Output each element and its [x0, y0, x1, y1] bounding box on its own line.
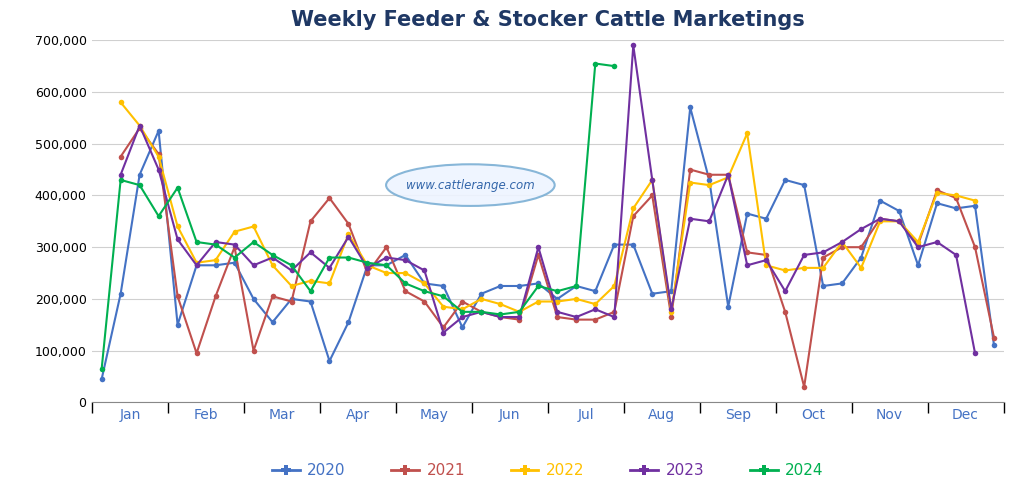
Ellipse shape [386, 164, 555, 206]
Title: Weekly Feeder & Stocker Cattle Marketings: Weekly Feeder & Stocker Cattle Marketing… [291, 11, 805, 30]
Text: www.cattlerange.com: www.cattlerange.com [406, 179, 535, 192]
Legend: 2020, 2021, 2022, 2023, 2024: 2020, 2021, 2022, 2023, 2024 [266, 457, 829, 484]
